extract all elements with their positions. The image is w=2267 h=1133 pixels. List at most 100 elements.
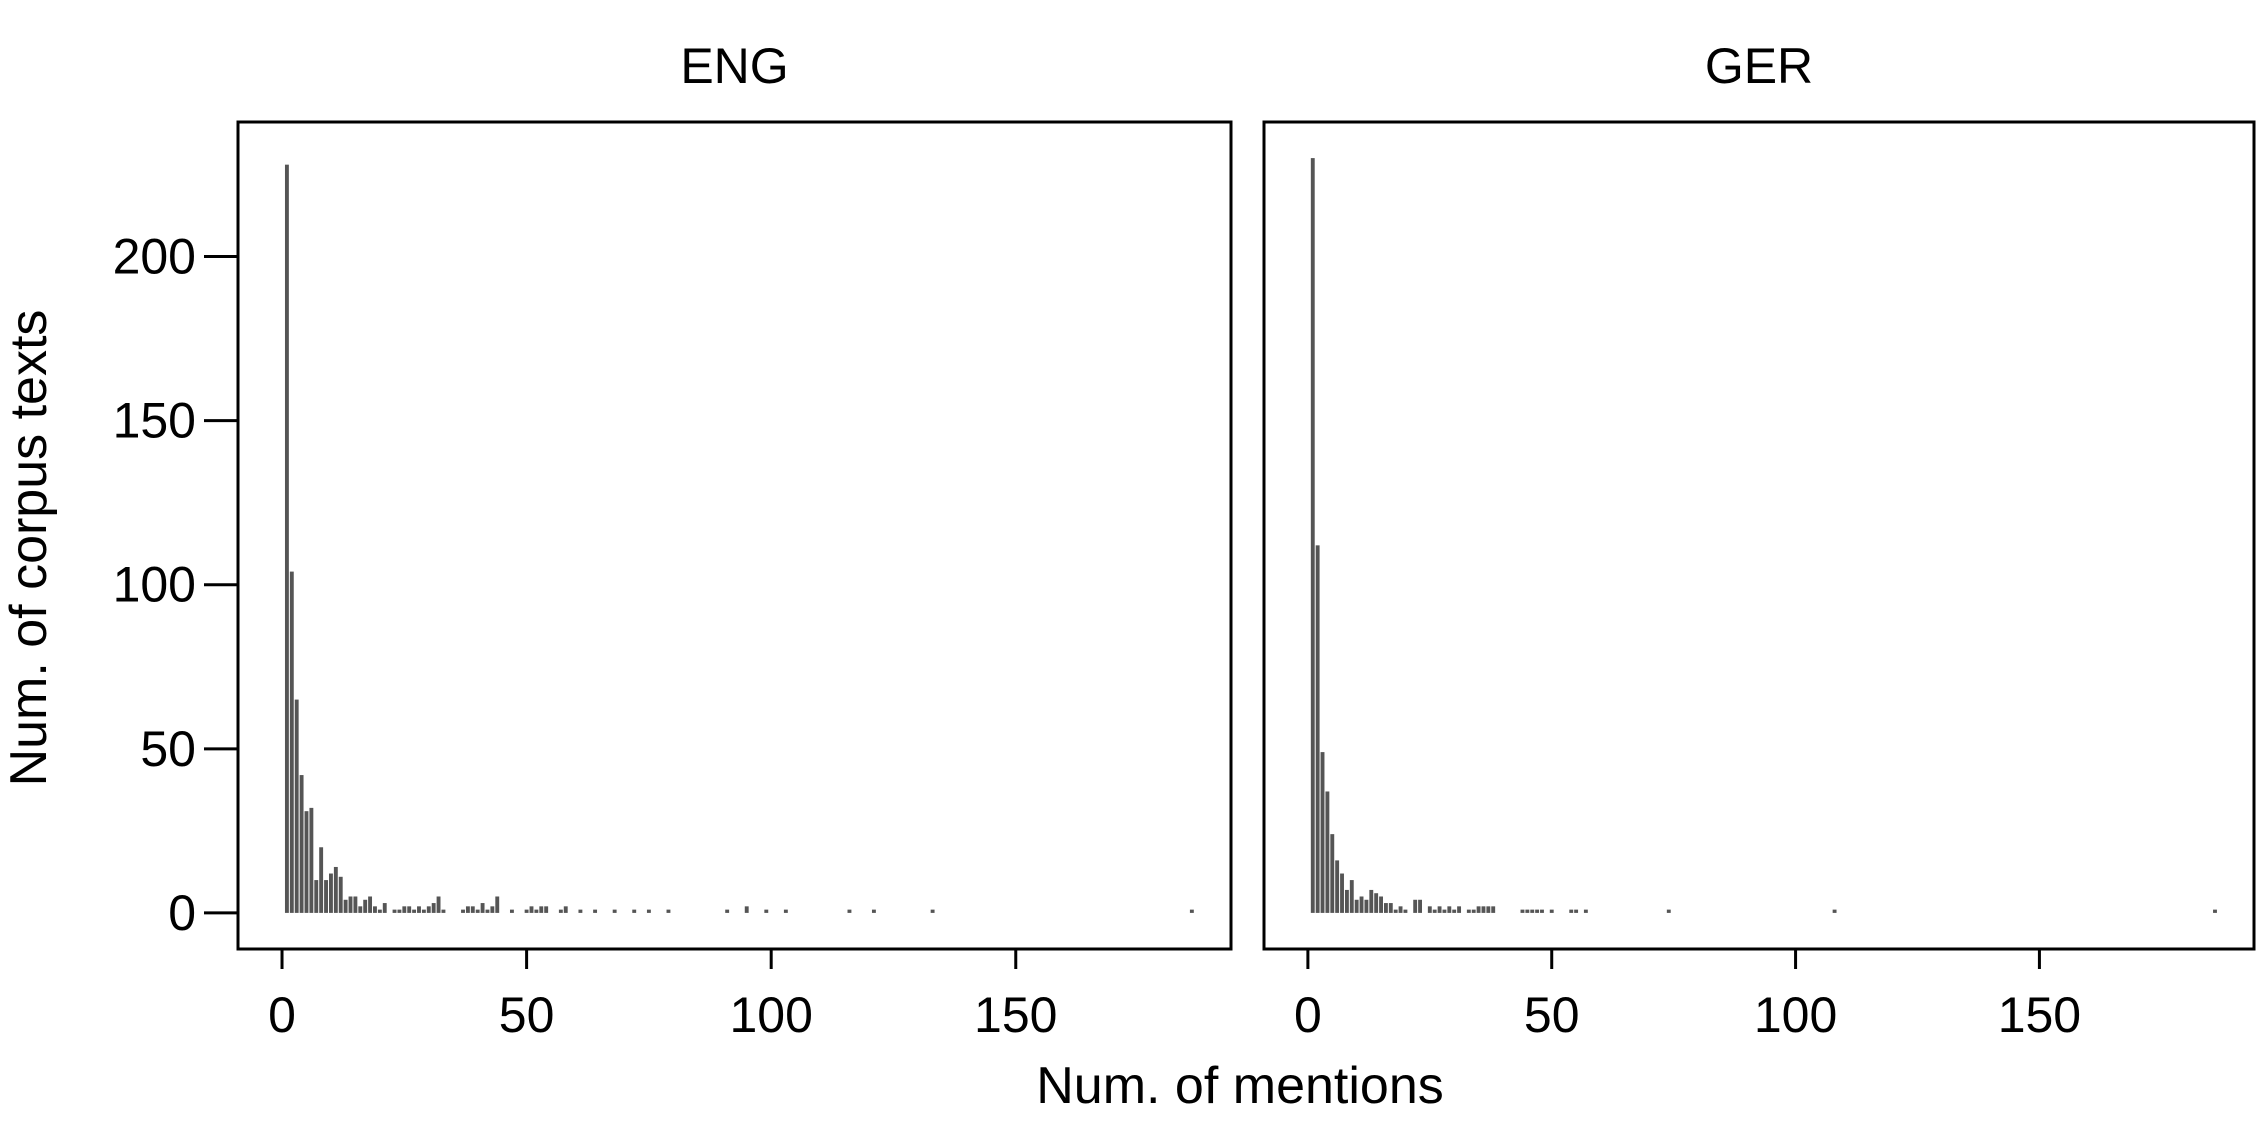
bar: [495, 896, 500, 913]
bar: [1398, 906, 1403, 913]
bar: [338, 876, 343, 913]
bar: [465, 906, 470, 913]
bar: [529, 906, 534, 913]
panel-ger: GER 0 50 100 150: [1262, 38, 2256, 1043]
bar: [412, 909, 417, 913]
bar: [397, 909, 402, 913]
bar: [294, 699, 299, 913]
bar: [632, 909, 637, 913]
bar: [612, 909, 617, 913]
bar: [407, 906, 412, 913]
bar: [1393, 909, 1398, 913]
y-tick-label: 150: [113, 393, 196, 449]
x-axis-label: Num. of mentions: [1036, 1057, 1444, 1115]
bar: [436, 896, 441, 913]
bars-eng: [284, 164, 1194, 913]
bar: [319, 847, 324, 913]
x-tick-label: 0: [1294, 987, 1322, 1043]
bar: [329, 873, 333, 913]
x-tick-label: 50: [499, 987, 555, 1043]
y-axis-eng: 0 50 100 150 200: [113, 229, 238, 941]
bar: [847, 909, 852, 913]
bar: [377, 909, 382, 913]
bar: [1457, 906, 1462, 913]
bar: [1413, 899, 1418, 913]
bar: [1335, 860, 1340, 913]
bar: [646, 909, 651, 913]
panel-title-eng: ENG: [680, 38, 788, 94]
bar: [1189, 909, 1194, 913]
plot-frame-ger: [1262, 120, 2256, 951]
bar: [485, 909, 490, 913]
bar: [373, 906, 377, 913]
bar: [431, 903, 436, 913]
bar: [725, 909, 730, 913]
bar: [284, 164, 289, 913]
bar: [1364, 899, 1369, 913]
bar: [744, 906, 749, 913]
bar: [1403, 909, 1408, 913]
x-tick-label: 50: [1524, 987, 1580, 1043]
bar: [930, 909, 935, 913]
bar: [304, 811, 309, 913]
bar: [480, 903, 485, 913]
bar: [558, 909, 563, 913]
bar: [363, 899, 368, 913]
x-tick-label: 0: [268, 987, 296, 1043]
bar: [1481, 906, 1486, 913]
x-tick-label: 150: [1998, 987, 2081, 1043]
bar: [764, 909, 769, 913]
bar: [1476, 906, 1481, 913]
bar: [871, 909, 876, 913]
bar: [392, 909, 397, 913]
bar: [1466, 909, 1471, 913]
panel-eng: ENG 0 50 100 150 0 50 100 150 200: [113, 38, 1233, 1043]
bar: [343, 899, 348, 913]
bar: [299, 775, 304, 913]
bar: [1383, 903, 1388, 913]
bar: [470, 906, 475, 913]
bar: [417, 906, 421, 913]
bar: [1374, 893, 1379, 913]
bar: [353, 896, 358, 913]
bar: [1340, 873, 1344, 913]
bar: [1525, 909, 1530, 913]
bar: [1379, 896, 1383, 913]
bar: [1325, 791, 1330, 913]
bar: [421, 909, 426, 913]
bar: [1666, 909, 1671, 913]
bars-ger: [1310, 158, 2217, 913]
bar: [1832, 909, 1837, 913]
bar: [348, 896, 353, 913]
y-tick-label: 50: [140, 721, 196, 777]
bar: [2213, 909, 2217, 913]
bar: [441, 909, 446, 913]
bar: [314, 880, 319, 913]
bar: [426, 906, 431, 913]
bar: [1540, 909, 1544, 913]
bar: [1437, 906, 1442, 913]
bar: [1432, 909, 1437, 913]
bar: [1452, 909, 1457, 913]
bar: [1349, 880, 1354, 913]
bar: [1486, 906, 1491, 913]
bar: [1447, 906, 1452, 913]
bar: [1491, 906, 1496, 913]
bar: [1310, 158, 1315, 913]
bar: [1427, 906, 1432, 913]
bar: [1315, 545, 1320, 913]
bar: [309, 807, 314, 913]
bar: [539, 906, 544, 913]
x-tick-label: 100: [729, 987, 812, 1043]
bar: [490, 906, 495, 913]
bar: [524, 909, 529, 913]
bar: [1320, 752, 1325, 913]
bar: [475, 909, 480, 913]
bar: [461, 909, 465, 913]
bar: [1471, 909, 1476, 913]
bar: [402, 906, 407, 913]
bar: [1369, 889, 1374, 913]
bar: [1344, 889, 1349, 913]
x-axis-eng: 0 50 100 150: [268, 949, 1057, 1043]
